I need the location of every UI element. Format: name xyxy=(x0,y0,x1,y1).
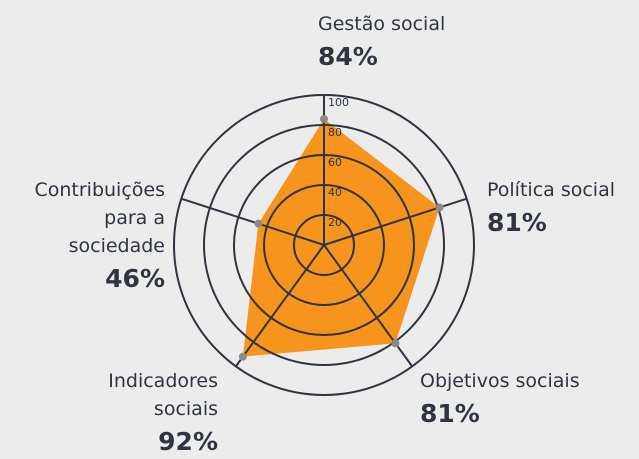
point xyxy=(254,219,263,228)
radar-area xyxy=(242,119,440,357)
category-label: Política social xyxy=(487,179,615,201)
value-label: 81% xyxy=(487,208,547,237)
point xyxy=(238,352,247,361)
axis-label: Contribuições para a sociedade 46% xyxy=(0,176,165,296)
axis-label: Objetivos sociais 81% xyxy=(420,367,635,431)
category-label: Contribuições para a sociedade xyxy=(34,179,165,257)
tick-label: 80 xyxy=(328,126,342,139)
category-label: Objetivos sociais xyxy=(420,370,580,392)
category-label: Indicadores sociais xyxy=(108,370,218,420)
point xyxy=(320,115,328,123)
tick-label: 60 xyxy=(328,156,342,169)
tick-label: 100 xyxy=(328,96,349,109)
value-label: 84% xyxy=(318,42,378,71)
tick-label: 40 xyxy=(328,186,342,199)
point xyxy=(435,203,444,212)
axis-label: Política social 81% xyxy=(487,176,639,240)
axis-spoke xyxy=(235,244,325,367)
value-label: 81% xyxy=(420,399,480,428)
tick-label: 20 xyxy=(328,216,342,229)
value-label: 46% xyxy=(105,264,165,293)
category-label: Gestão social xyxy=(318,13,446,35)
value-label: 92% xyxy=(158,427,218,456)
axis-label: Indicadores sociais 92% xyxy=(60,367,218,459)
point xyxy=(391,339,400,348)
axis-spoke xyxy=(181,197,325,246)
axis-label: Gestão social 84% xyxy=(318,10,488,74)
